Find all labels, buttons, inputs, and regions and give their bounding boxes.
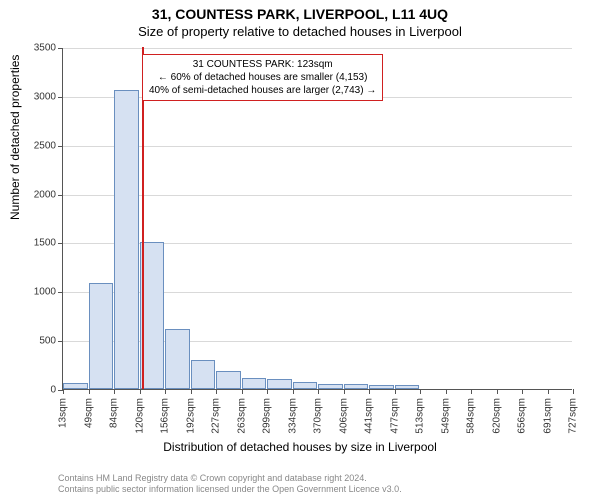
histogram-bar — [293, 382, 318, 389]
xtick-mark — [216, 389, 217, 394]
histogram-bar — [395, 385, 420, 389]
xtick-mark — [165, 389, 166, 394]
histogram-bar — [114, 90, 139, 389]
xtick-label: 584sqm — [466, 398, 477, 434]
xtick-mark — [395, 389, 396, 394]
ytick-mark — [58, 292, 63, 293]
gridline — [63, 48, 572, 49]
xtick-mark — [293, 389, 294, 394]
xtick-mark — [242, 389, 243, 394]
gridline — [63, 195, 572, 196]
page-title: 31, COUNTESS PARK, LIVERPOOL, L11 4UQ — [0, 0, 600, 22]
xtick-mark — [446, 389, 447, 394]
xtick-mark — [140, 389, 141, 394]
xtick-mark — [63, 389, 64, 394]
xtick-mark — [344, 389, 345, 394]
xtick-mark — [471, 389, 472, 394]
xtick-label: 84sqm — [109, 398, 120, 428]
xtick-label: 263sqm — [236, 398, 247, 434]
xtick-label: 49sqm — [83, 398, 94, 428]
histogram-bar — [89, 283, 114, 389]
annotation-line3: 40% of semi-detached houses are larger (… — [149, 84, 376, 97]
histogram-bar — [216, 371, 241, 389]
xtick-mark — [497, 389, 498, 394]
ytick-label: 0 — [16, 385, 56, 396]
xtick-mark — [369, 389, 370, 394]
xtick-mark — [114, 389, 115, 394]
xtick-label: 441sqm — [364, 398, 375, 434]
ytick-mark — [58, 341, 63, 342]
histogram-bar — [369, 385, 394, 389]
footer-line1: Contains HM Land Registry data © Crown c… — [58, 473, 402, 485]
histogram-bar — [242, 378, 267, 389]
xtick-label: 513sqm — [415, 398, 426, 434]
xtick-label: 656sqm — [517, 398, 528, 434]
xtick-mark — [573, 389, 574, 394]
xtick-label: 691sqm — [542, 398, 553, 434]
xtick-label: 299sqm — [262, 398, 273, 434]
xtick-label: 727sqm — [568, 398, 579, 434]
xtick-label: 120sqm — [134, 398, 145, 434]
histogram-bar — [344, 384, 369, 389]
ytick-label: 500 — [16, 336, 56, 347]
histogram-bar — [165, 329, 190, 389]
xtick-label: 477sqm — [389, 398, 400, 434]
footer-attribution: Contains HM Land Registry data © Crown c… — [58, 473, 402, 496]
subtitle: Size of property relative to detached ho… — [0, 22, 600, 39]
ytick-mark — [58, 243, 63, 244]
ytick-label: 1000 — [16, 287, 56, 298]
xtick-label: 13sqm — [58, 398, 69, 428]
xtick-mark — [420, 389, 421, 394]
highlight-annotation: 31 COUNTESS PARK: 123sqm ← 60% of detach… — [142, 54, 383, 101]
ytick-label: 2500 — [16, 140, 56, 151]
xtick-label: 549sqm — [440, 398, 451, 434]
xtick-label: 227sqm — [211, 398, 222, 434]
ytick-label: 3500 — [16, 43, 56, 54]
ytick-mark — [58, 146, 63, 147]
histogram-bar — [63, 383, 88, 389]
ytick-mark — [58, 195, 63, 196]
histogram-bar — [267, 379, 292, 389]
ytick-label: 2000 — [16, 189, 56, 200]
gridline — [63, 146, 572, 147]
ytick-label: 3000 — [16, 91, 56, 102]
histogram-bar — [191, 360, 216, 389]
xtick-mark — [89, 389, 90, 394]
xtick-label: 406sqm — [338, 398, 349, 434]
x-axis-label: Distribution of detached houses by size … — [0, 440, 600, 454]
xtick-mark — [318, 389, 319, 394]
xtick-label: 620sqm — [491, 398, 502, 434]
chart-container: 050010001500200025003000350013sqm49sqm84… — [62, 48, 572, 390]
ytick-mark — [58, 97, 63, 98]
xtick-label: 334sqm — [287, 398, 298, 434]
xtick-label: 192sqm — [185, 398, 196, 434]
xtick-label: 370sqm — [313, 398, 324, 434]
xtick-mark — [522, 389, 523, 394]
xtick-mark — [267, 389, 268, 394]
xtick-mark — [548, 389, 549, 394]
xtick-label: 156sqm — [160, 398, 171, 434]
footer-line2: Contains public sector information licen… — [58, 484, 402, 496]
histogram-bar — [318, 384, 343, 389]
annotation-line2: ← 60% of detached houses are smaller (4,… — [149, 71, 376, 84]
annotation-line1: 31 COUNTESS PARK: 123sqm — [149, 58, 376, 71]
ytick-mark — [58, 48, 63, 49]
ytick-label: 1500 — [16, 238, 56, 249]
xtick-mark — [191, 389, 192, 394]
